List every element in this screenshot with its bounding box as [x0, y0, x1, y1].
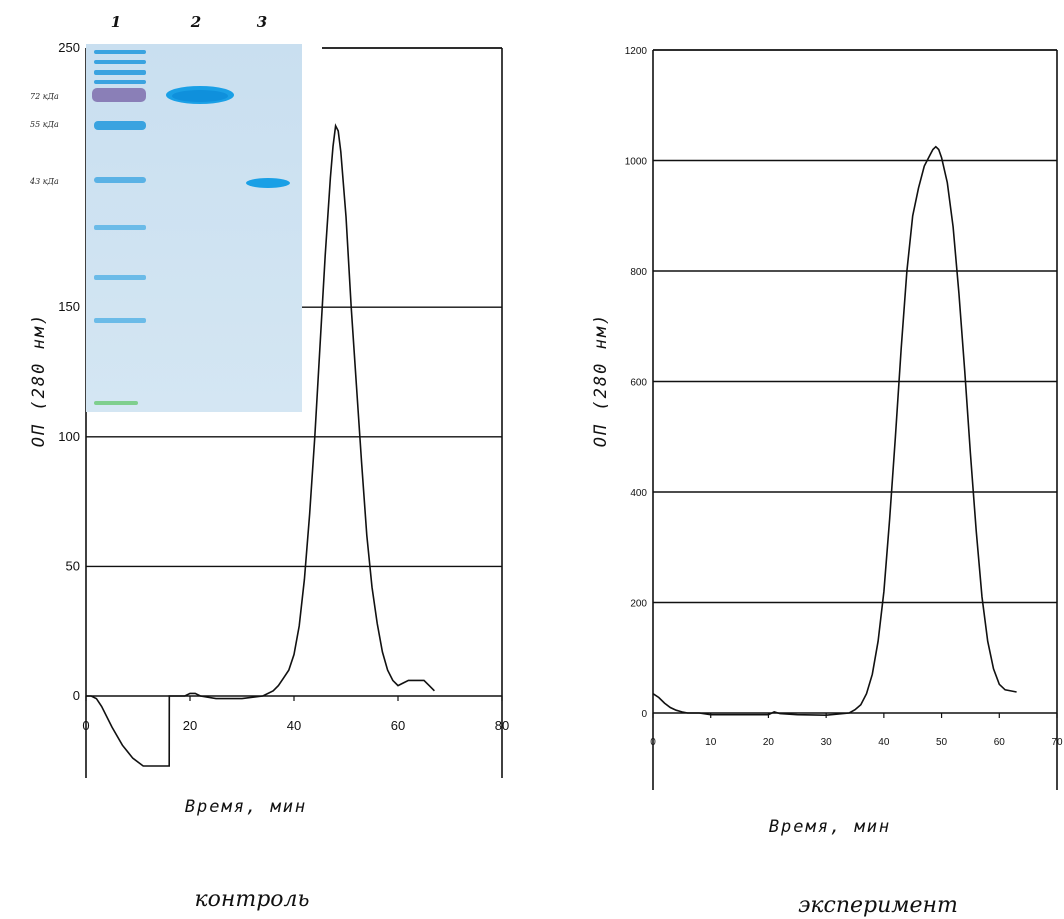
- marker-label-43: 43 кДа: [29, 177, 59, 186]
- y-tick-label: 600: [630, 378, 647, 389]
- y-tick-label: 1200: [625, 46, 648, 57]
- marker-label-72: 72 кДа: [30, 92, 59, 101]
- y-tick-label: 100: [58, 429, 80, 444]
- experiment-chromatogram: 0 200 400 600 800 1000 1200 0 10 20 30 40 50 60 70 ОП…: [591, 46, 1063, 918]
- x-tick-label: 70: [1051, 737, 1063, 748]
- y-tick-label: 200: [630, 599, 647, 610]
- y-tick-label: 0: [73, 688, 80, 703]
- lane-label-3: 3: [257, 13, 267, 31]
- y-tick-label: 400: [630, 488, 647, 499]
- ladder-band: [94, 275, 146, 280]
- ladder-band: [94, 70, 146, 75]
- lane-label-1: 1: [111, 13, 121, 31]
- ladder-band: [94, 80, 146, 84]
- left-y-axis-title: ОП (280 нм): [29, 313, 49, 448]
- right-y-tick-labels: 0 200 400 600 800 1000 1200: [625, 46, 648, 720]
- x-tick-label: 20: [183, 718, 197, 733]
- x-tick-label: 60: [391, 718, 405, 733]
- ladder-band: [94, 50, 146, 54]
- x-tick-label: 40: [287, 718, 301, 733]
- y-tick-label: 0: [641, 709, 647, 720]
- y-tick-label: 1000: [625, 157, 648, 168]
- y-tick-label: 250: [58, 40, 80, 55]
- ladder-band: [94, 225, 146, 230]
- x-tick-label: 10: [705, 737, 717, 748]
- left-x-tick-labels: 0 20 40 60 80: [82, 718, 509, 733]
- x-tick-label: 0: [82, 718, 89, 733]
- lane2-band-core: [172, 90, 228, 102]
- gel-inset: 1 2 3 72 кДа 55 кДа 43 кДа: [29, 13, 302, 412]
- x-tick-label: 60: [994, 737, 1006, 748]
- left-x-axis-title: Время, мин: [185, 797, 307, 817]
- y-tick-label: 50: [66, 558, 80, 573]
- left-caption: контроль: [194, 887, 309, 912]
- left-y-tick-labels: 0 50 100 150 250: [58, 40, 80, 703]
- right-y-axis-title: ОП (280 нм): [591, 313, 611, 448]
- right-x-axis-title: Время, мин: [769, 817, 891, 837]
- x-tick-label: 0: [650, 737, 656, 748]
- lane-label-2: 2: [190, 13, 201, 31]
- x-tick-label: 30: [821, 737, 833, 748]
- ladder-band-55: [94, 121, 146, 130]
- ladder-band: [94, 60, 146, 64]
- right-caption: эксперимент: [798, 893, 958, 918]
- right-axes: [652, 49, 1058, 790]
- marker-label-55: 55 кДа: [30, 120, 59, 129]
- x-tick-label: 80: [495, 718, 509, 733]
- experiment-elution-curve: [652, 145, 1017, 717]
- right-gridlines: [653, 49, 1057, 604]
- ladder-band-bottom: [94, 401, 138, 405]
- y-tick-label: 800: [630, 267, 647, 278]
- x-tick-label: 20: [763, 737, 775, 748]
- x-tick-label: 50: [936, 737, 948, 748]
- ladder-band: [94, 318, 146, 323]
- lane3-band: [246, 178, 290, 188]
- y-tick-label: 150: [58, 299, 80, 314]
- right-x-tick-labels: 0 10 20 30 40 50 60 70: [650, 737, 1063, 748]
- control-elution-curve: [86, 123, 435, 767]
- ladder-band-43: [94, 177, 146, 183]
- x-tick-label: 40: [878, 737, 890, 748]
- ladder-band-72: [92, 88, 146, 102]
